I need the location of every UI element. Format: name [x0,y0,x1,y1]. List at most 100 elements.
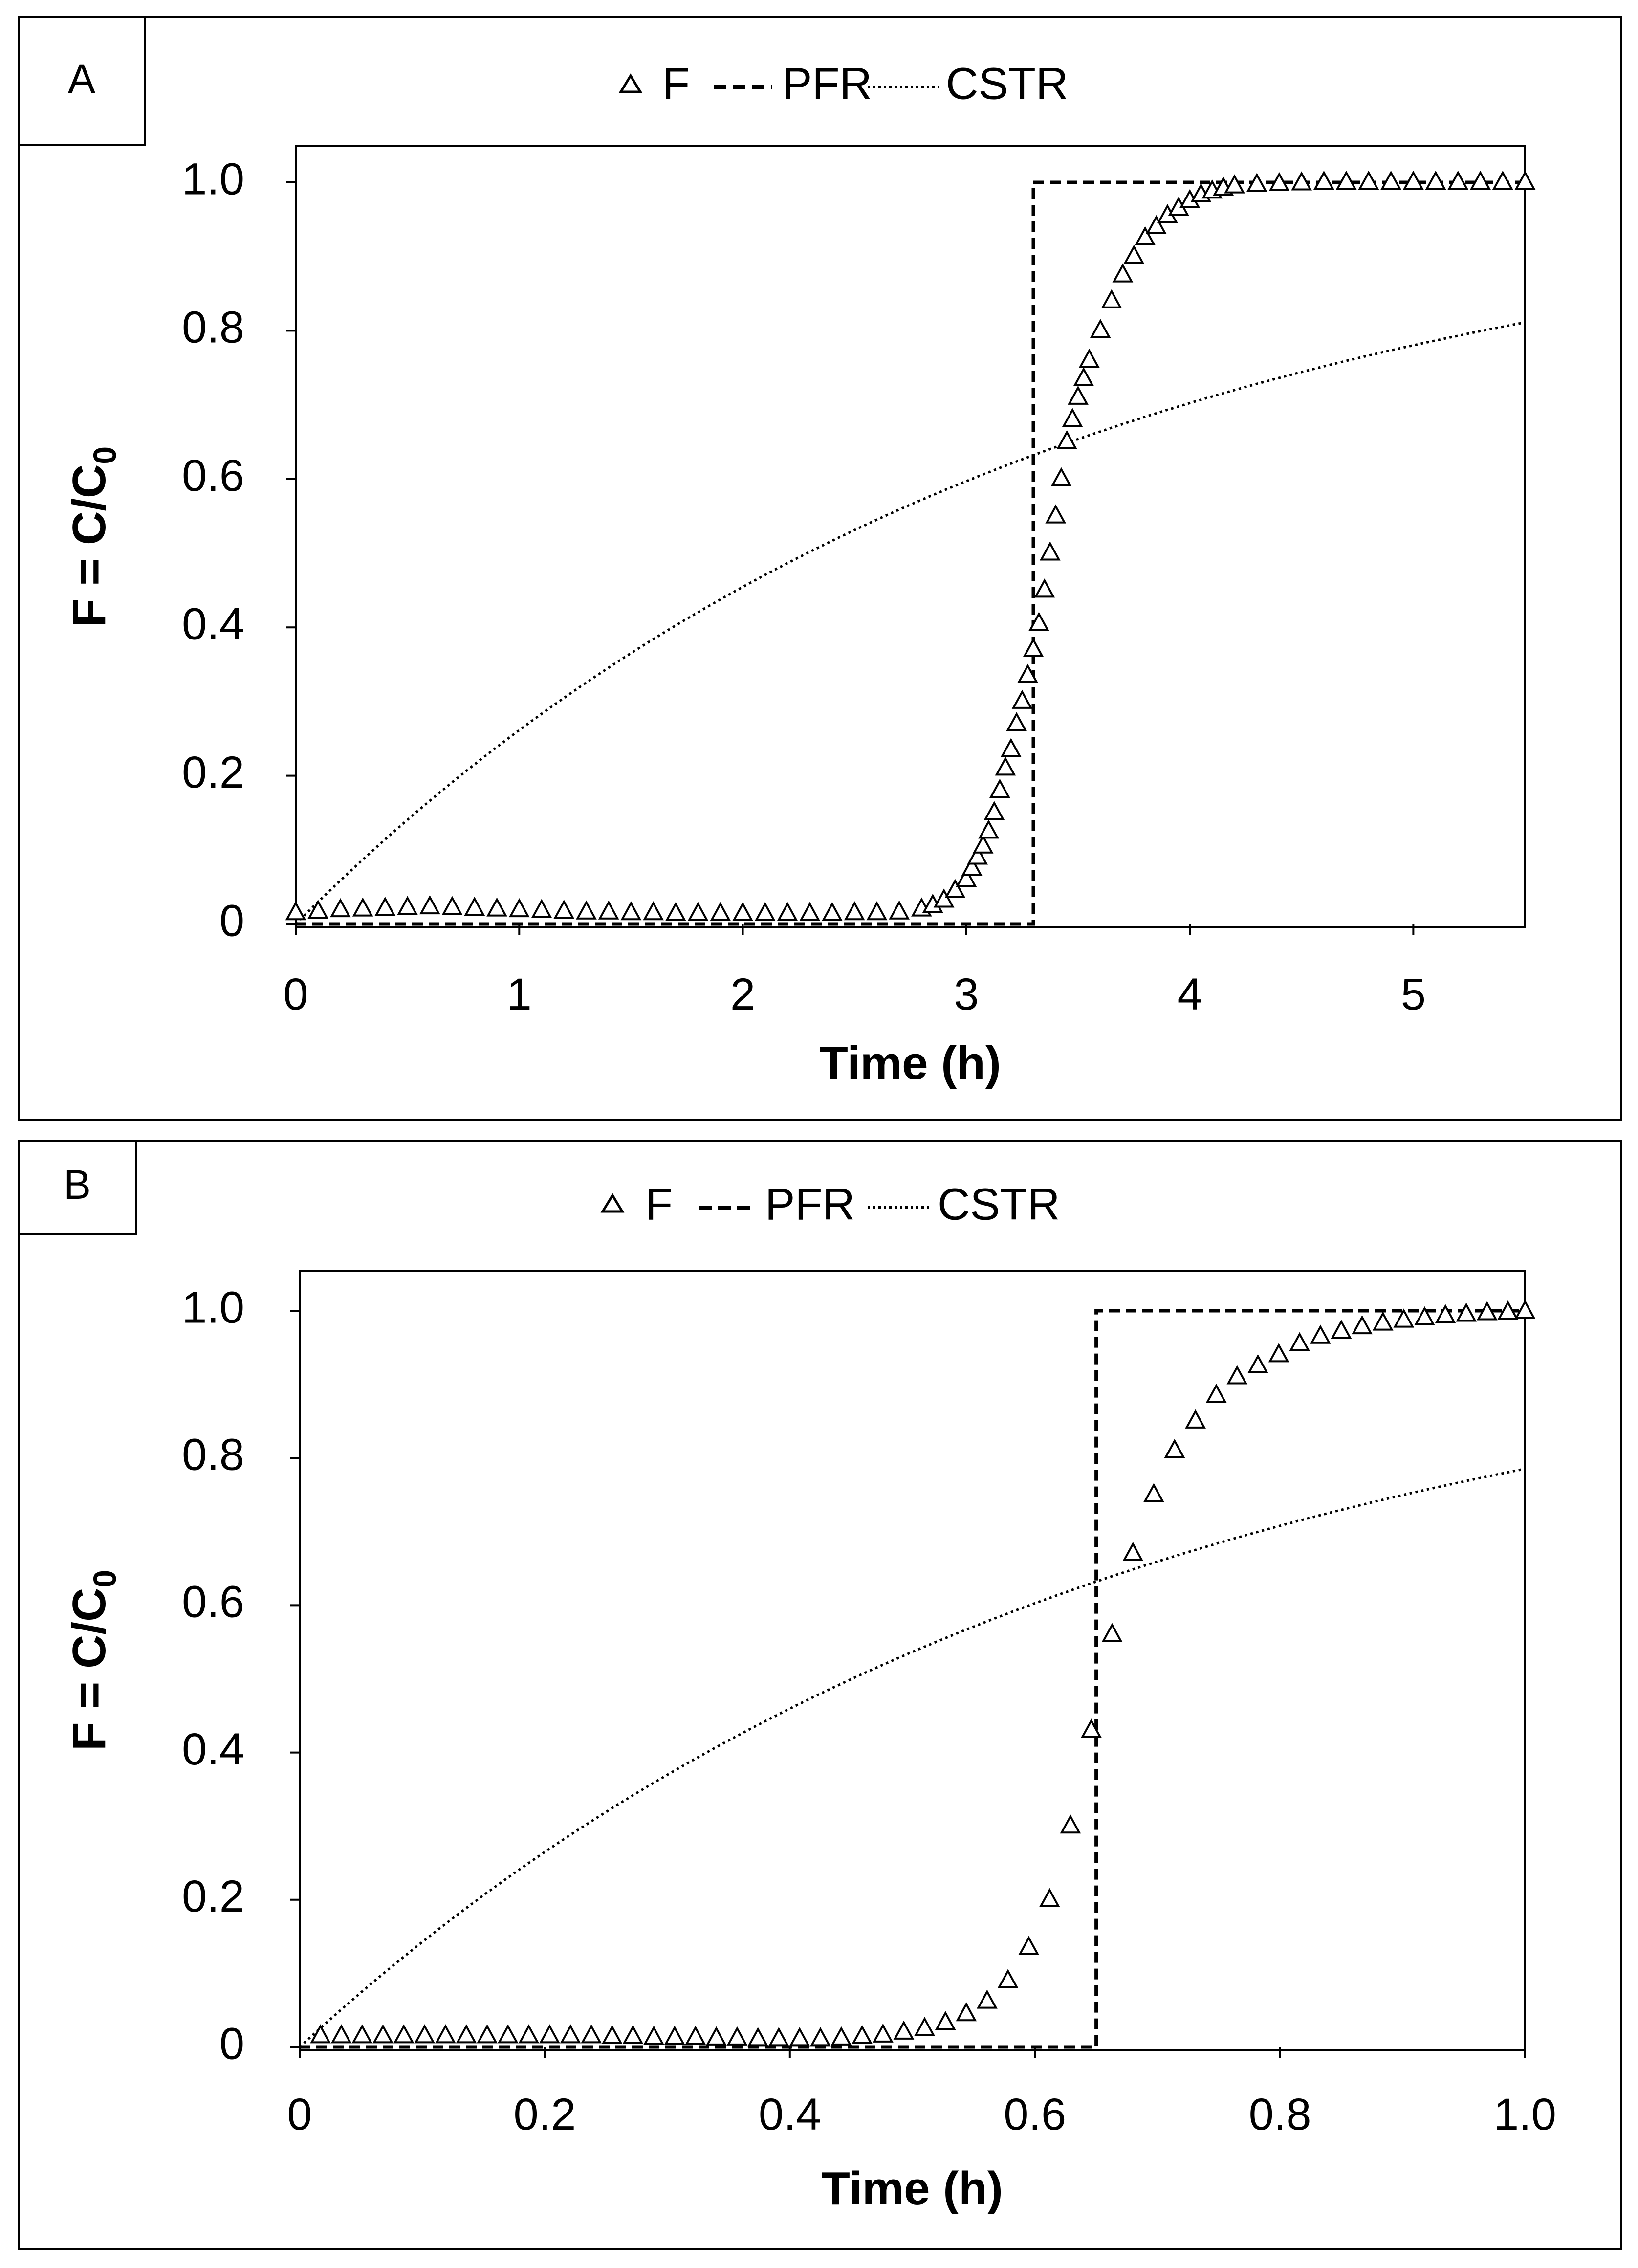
f-data-point [1146,215,1167,235]
f-data-point [933,888,955,908]
f-data-point [1056,430,1077,449]
f-data-point [1291,171,1312,191]
x-tick-label: 1.0 [1494,2090,1556,2139]
panel-b-label-box [18,1140,137,1235]
f-data-point [706,2026,727,2046]
f-data-point [352,897,373,917]
f-data-point [989,778,1010,798]
f-data-point [1078,348,1100,368]
f-data-point [1000,738,1022,757]
y-tick-label: 0.6 [182,1577,244,1627]
f-data-point [1313,170,1334,190]
y-tick-label: 0.2 [182,748,244,797]
legend-f-marker-icon [600,1193,625,1213]
f-data-point [977,1989,998,2009]
f-data-point [1247,1354,1268,1373]
f-data-point [995,756,1016,776]
f-data-point [1123,244,1145,264]
f-data-point [1470,170,1491,190]
panel-a-y-axis-title: F = C/C0 [63,446,123,627]
f-data-point [508,898,530,918]
f-data-point [1331,1319,1352,1339]
f-data-point [1039,541,1061,561]
legend-cstr-label: CSTR [938,1179,1060,1229]
legend-f-marker-icon [618,73,643,93]
f-data-point [1034,578,1055,598]
f-data-point [1268,1343,1289,1363]
f-data-point [1028,612,1049,631]
panel-a: A F PFR CSTR 0 0.2 0.4 0.6 0.8 1.0 0 1 2 3 4 5 Tim… [18,16,1622,1121]
legend-cstr-label: CSTR [946,59,1068,109]
legend-pfr-label: PFR [782,59,872,109]
panel-a-series [285,170,1536,926]
pfr-series-line [296,180,1525,926]
f-data-point [477,2024,498,2044]
f-data-point [486,897,507,917]
f-data-point [531,899,552,918]
f-data-point [456,2024,477,2044]
y-tick-label: 0.8 [182,1430,244,1479]
panel-a-x-ticks: 0 1 2 3 4 5 [283,924,1426,1019]
f-data-point [497,2024,519,2044]
f-data-point [893,2020,915,2040]
f-data-point [1358,170,1379,190]
panel-b-x-axis-title: Time (h) [821,2162,1003,2215]
panel-a-label: A [68,56,95,102]
panel-a-label-box [18,16,146,146]
f-data-point [972,834,994,854]
y-tick-label: 1.0 [182,154,244,204]
x-tick-label: 0.8 [1249,2090,1311,2139]
f-data-point [1497,1300,1519,1320]
f-data-point [1372,1311,1394,1331]
y-tick-label: 0.4 [182,1724,244,1774]
f-data-point [374,896,396,916]
f-data-point [1393,1308,1415,1328]
f-data-point [1414,1306,1435,1326]
f-data-point [464,896,485,916]
f-data-point [777,902,798,921]
f-data-point [822,902,843,921]
f-data-point [1476,1301,1498,1321]
f-data-point [687,902,709,921]
f-data-point [944,879,966,898]
pfr-series-line [300,1309,1525,2049]
f-data-point [1011,689,1033,709]
f-data-point [852,2025,873,2044]
f-data-point [1425,170,1446,190]
f-data-point [935,2011,956,2030]
panel-b-y-axis-title-main: F = C/C [63,1588,115,1751]
f-data-point [978,819,999,839]
f-data-point [1101,289,1122,308]
f-data-point [866,901,888,921]
panel-a-y-axis-title-main: F = C/C [63,464,115,627]
f-data-point [330,2024,352,2044]
f-data-point [643,2026,664,2045]
f-data-point [1017,663,1038,683]
y-tick-label: 0.8 [182,303,244,352]
f-data-point [435,2024,456,2044]
x-tick-label: 0.4 [759,2090,821,2139]
f-data-point [844,901,865,921]
f-data-point [1164,1438,1185,1458]
f-data-point [414,2024,436,2044]
legend-f-label: F [645,1179,673,1229]
f-data-point [393,2024,415,2044]
x-tick-label: 2 [730,969,755,1019]
f-data-point [914,2017,935,2036]
f-data-point [1492,170,1513,190]
f-data-point [1023,638,1044,657]
f-data-point [581,2024,602,2044]
f-data-point [789,2027,810,2047]
f-data-point [1062,408,1083,427]
cstr-series-line [295,321,1526,925]
panel-b-series [299,1299,1536,2049]
x-tick-label: 5 [1401,969,1426,1019]
f-data-point [799,902,821,921]
x-tick-label: 0.2 [513,2090,576,2139]
f-data-point [397,896,418,915]
f-data-point [889,900,910,920]
f-data-point [1224,174,1245,194]
f-data-point [622,2025,644,2044]
f-data-point [1226,1365,1248,1385]
